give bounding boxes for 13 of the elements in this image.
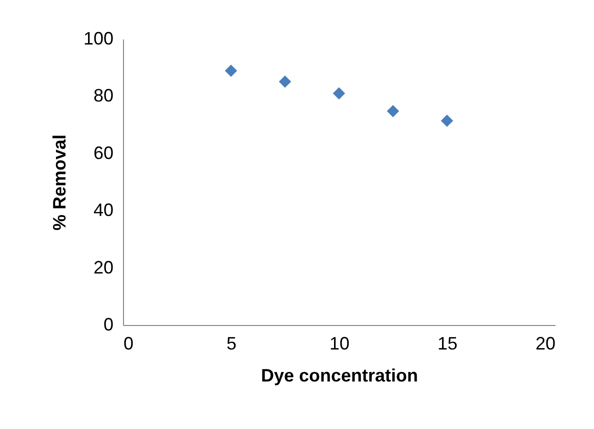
- x-tick-label: 20: [535, 334, 556, 354]
- y-tick-label: 100: [83, 28, 114, 48]
- x-tick-label: 10: [329, 334, 350, 354]
- x-tick-label: 15: [437, 334, 458, 354]
- y-tick-label: 40: [93, 200, 114, 220]
- x-tick-label: 0: [124, 334, 134, 354]
- x-axis-title: Dye concentration: [260, 366, 418, 386]
- y-tick-label: 80: [93, 86, 114, 106]
- y-tick-label: 60: [93, 142, 114, 163]
- x-tick-label: 5: [226, 334, 237, 354]
- y-tick-label: 0: [103, 314, 114, 334]
- y-tick-label: 20: [93, 257, 114, 278]
- y-axis-title: % Removal: [49, 134, 70, 231]
